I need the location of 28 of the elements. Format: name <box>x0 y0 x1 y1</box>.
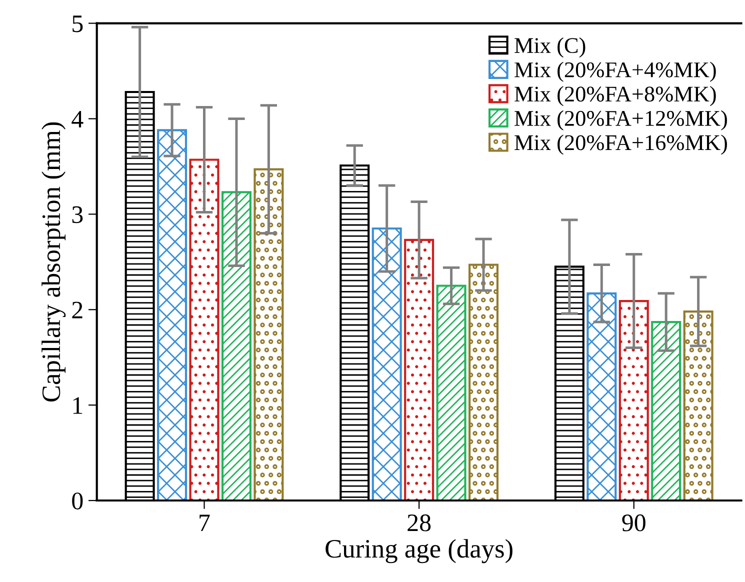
legend-label: Mix (20%FA+16%MK) <box>514 134 727 155</box>
y-tick-label: 0 <box>72 492 83 510</box>
legend-label: Mix (20%FA+12%MK) <box>514 110 727 130</box>
x-tick-label: 28 <box>408 514 431 532</box>
bar <box>586 292 617 501</box>
bar <box>436 284 466 501</box>
bar <box>683 310 714 501</box>
bar <box>157 129 188 501</box>
y-tick-label: 5 <box>72 16 83 32</box>
legend-label: Mix (C) <box>514 37 586 58</box>
bar <box>221 191 252 501</box>
y-tick-label: 4 <box>72 110 84 128</box>
x-tick-label: 90 <box>622 514 646 532</box>
y-tick-label: 1 <box>73 397 82 414</box>
bar <box>404 238 434 501</box>
bar <box>254 168 284 501</box>
bar <box>651 320 682 501</box>
legend-label: Mix (20%FA+8%MK) <box>514 86 716 106</box>
bar <box>468 264 499 501</box>
y-axis-title: Capillary absorption (mm) <box>42 122 66 402</box>
y-tick-label: 3 <box>72 206 83 224</box>
bar <box>372 227 402 501</box>
x-axis-title: Curing age (days) <box>326 539 512 564</box>
legend-label: Mix (20%FA+4%MK) <box>514 62 716 82</box>
y-tick-label: 2 <box>72 302 82 318</box>
bar <box>189 158 220 501</box>
x-tick-label: 7 <box>200 514 210 532</box>
bar <box>618 300 649 501</box>
